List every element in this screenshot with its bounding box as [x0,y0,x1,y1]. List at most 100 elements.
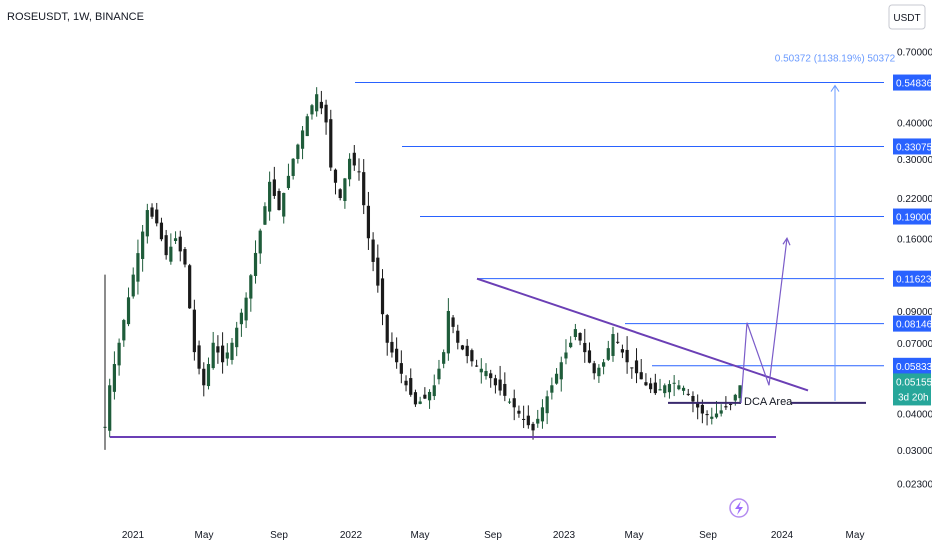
candle-body [357,171,361,173]
x-tick-label: Sep [270,530,288,541]
candle-body [625,349,629,363]
last-price-countdown: 3d 20h [898,392,929,403]
candle-body [498,379,502,391]
projection-arrow [782,236,791,246]
candle-body [376,257,380,286]
y-tick-label: 0.30000 [897,155,932,166]
candle-body [315,94,319,112]
y-tick-label: 0.70000 [897,48,932,59]
candle-body [173,238,178,241]
x-tick-label: Sep [699,530,717,541]
y-tick-label: 0.07000 [897,339,932,350]
chart-title: ROSEUSDT, 1W, BINANCE [7,11,144,23]
candle-body [319,101,323,109]
lightning-icon[interactable] [729,498,749,518]
candle-body [611,334,615,356]
candle-body [268,181,272,212]
candle-body [155,209,159,224]
candle-body [343,178,347,202]
candle-body [399,363,403,374]
price-level-badge-label: 0.05833 [896,362,932,373]
candle-body [324,104,328,123]
candle-body [197,345,201,369]
candle-body [672,382,676,384]
candle-body [108,385,112,431]
y-tick-label: 0.02300 [897,479,932,490]
candle-body [263,206,267,225]
price-level-badge-label: 0.08146 [896,320,932,331]
last-price-label: 0.05155 [896,377,932,388]
candle-body [451,317,455,327]
candle-body [597,367,601,377]
candle-body [658,389,662,391]
candle-body [239,312,244,325]
candle-body [206,364,211,387]
candle-body [272,179,276,196]
price-level-badge [893,138,931,155]
candle-body [159,222,164,240]
candle-body [677,385,681,390]
candle-body [446,310,450,354]
candle-body [479,368,483,373]
candle-body [305,116,309,137]
price-level-badge [893,74,931,91]
candle-body [700,404,704,414]
candle-body [225,352,229,359]
candle-body [404,380,408,386]
candle-body [442,352,446,364]
candle-body [460,345,465,350]
candle-body [526,415,530,426]
candle-body [282,192,286,217]
candle-body [639,372,643,380]
candle-body [427,391,432,401]
candle-body [380,278,385,315]
price-level-badge-label: 0.54836 [896,79,932,90]
price-level-badge [893,270,931,287]
candle-body [235,327,239,348]
candle-body [329,119,333,168]
y-tick-label: 0.40000 [897,118,932,129]
price-level-badge-label: 0.11623 [896,275,932,286]
candle-body [512,398,516,408]
candle-body [371,239,375,262]
candle-body [296,144,300,159]
trend-line[interactable] [476,277,809,392]
candle-body [573,329,577,337]
candle-body [150,207,154,217]
x-tick-label: Sep [484,530,502,541]
candle-body [277,191,281,211]
candle-body [507,401,512,403]
candle-body [211,342,215,369]
candle-body [258,230,262,254]
candle-body [291,158,295,176]
candle-body [653,382,657,394]
candle-body [418,401,422,404]
candle-body [592,363,596,374]
candle-body [112,364,117,392]
y-tick-label: 0.03000 [897,446,932,457]
candle-body [649,383,653,390]
candle-body [578,333,582,341]
projection-path[interactable] [740,238,788,403]
candle-body [122,320,126,341]
candle-body [545,396,549,414]
candle-body [522,418,526,420]
price-level-badge [893,208,931,225]
candle-body [667,384,672,393]
candle-body [601,362,606,367]
currency-button[interactable]: USDT [888,4,926,30]
candle-body [432,385,436,397]
candle-body [470,350,474,362]
candle-body [550,385,554,393]
candle-body [126,297,131,325]
candle-body [663,385,667,394]
candle-body [347,158,352,180]
candle-body [583,342,587,353]
candle-body [606,348,610,360]
price-level-badge [893,357,931,374]
dca-label-bg [741,393,791,408]
candle-body [117,342,121,366]
candle-body [724,406,728,408]
